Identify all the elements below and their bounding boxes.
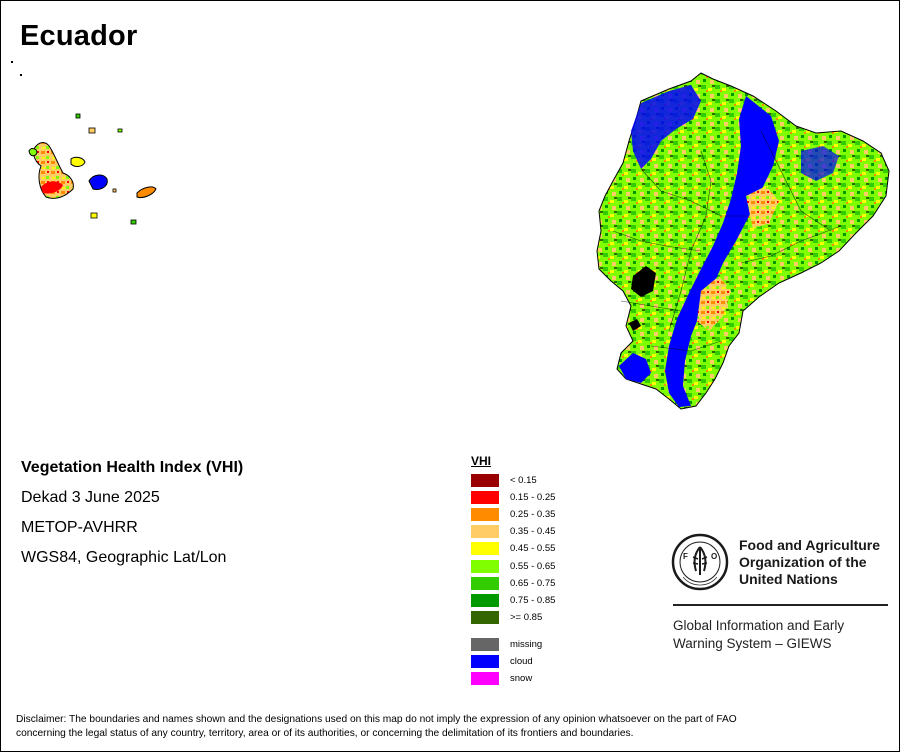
legend-swatch <box>471 491 499 505</box>
legend-label: >= 0.85 <box>510 611 543 623</box>
legend-swatch <box>471 672 499 685</box>
fao-organization-name: Food and Agriculture Organization of the… <box>739 537 880 588</box>
legend-label: missing <box>510 639 543 650</box>
galapagos-islands <box>11 61 157 225</box>
fao-name-line-1: Food and Agriculture <box>739 537 881 553</box>
projection-label: WGS84, Geographic Lat/Lon <box>21 549 227 566</box>
fernandina-island <box>28 148 38 157</box>
san-cristobal-island <box>136 186 157 198</box>
santa-cruz-island <box>88 174 108 190</box>
giews-line-2: Warning System – GIEWS <box>673 636 832 651</box>
disclaimer-line-2: concerning the legal status of any count… <box>16 727 634 739</box>
giews-label: Global Information and Early Warning Sys… <box>673 617 844 653</box>
darwin-island <box>11 61 13 63</box>
product-title: Vegetation Health Index (VHI) <box>21 459 244 476</box>
isabela-red <box>41 181 63 194</box>
mainland-ecuador <box>596 72 890 410</box>
map-title: Ecuador <box>20 20 138 52</box>
legend-label: 0.25 - 0.35 <box>510 509 556 521</box>
legend-label: cloud <box>510 656 533 667</box>
svg-text:F: F <box>683 552 688 561</box>
pinzon-island <box>112 188 117 193</box>
fao-divider <box>673 604 888 606</box>
disclaimer-line-1: Disclaimer: The boundaries and names sho… <box>16 714 737 725</box>
eastern-cloud <box>801 146 839 181</box>
wolf-island <box>20 74 22 76</box>
fao-emblem-logo: F O <box>671 533 729 591</box>
legend-label: 0.75 - 0.85 <box>510 594 556 606</box>
legend-label: 0.65 - 0.75 <box>510 577 556 589</box>
sensor-label: METOP-AVHRR <box>21 519 138 536</box>
legend-swatch <box>471 508 499 522</box>
legend-label: 0.35 - 0.45 <box>510 526 556 538</box>
legend-swatch <box>471 593 499 607</box>
andes-cloud-band <box>665 96 779 407</box>
santiago-island <box>70 156 86 167</box>
legend-label: 0.15 - 0.25 <box>510 492 556 504</box>
genovesa-island <box>117 128 123 133</box>
dry-strip-east <box>746 186 779 229</box>
legend-swatch <box>471 655 499 668</box>
legend-label: 0.45 - 0.55 <box>510 543 556 555</box>
map-canvas <box>11 61 890 410</box>
gulf-of-guayaquil <box>631 266 656 297</box>
marchena-island <box>88 127 96 134</box>
fao-name-line-2: Organization of the <box>739 554 867 570</box>
svg-text:O: O <box>711 552 717 561</box>
dry-strip <box>697 276 731 331</box>
legend-swatch <box>471 474 499 487</box>
floreana-island <box>90 212 98 219</box>
disclaimer: Disclaimer: The boundaries and names sho… <box>16 713 886 740</box>
southern-cloud <box>619 353 651 383</box>
legend-swatch <box>471 525 499 539</box>
legend-swatch <box>471 559 499 573</box>
legend-swatch <box>471 610 499 624</box>
pinta-island <box>75 113 81 119</box>
puna-island <box>629 319 641 331</box>
isabela-island <box>33 142 74 199</box>
legend-swatch <box>471 576 499 590</box>
fao-name-line-3: United Nations <box>739 571 838 587</box>
legend-label: snow <box>510 673 533 684</box>
espanola-island <box>130 219 137 225</box>
coastal-cloud <box>631 85 701 169</box>
legend-label: 0.55 - 0.65 <box>510 560 556 572</box>
legend-swatch <box>471 542 499 556</box>
legend-swatch <box>471 638 499 651</box>
legend-title: VHI <box>471 454 492 468</box>
period-label: Dekad 3 June 2025 <box>21 489 160 506</box>
giews-line-1: Global Information and Early <box>673 618 845 633</box>
province-boundaries <box>612 130 842 352</box>
legend-label: < 0.15 <box>510 475 537 486</box>
